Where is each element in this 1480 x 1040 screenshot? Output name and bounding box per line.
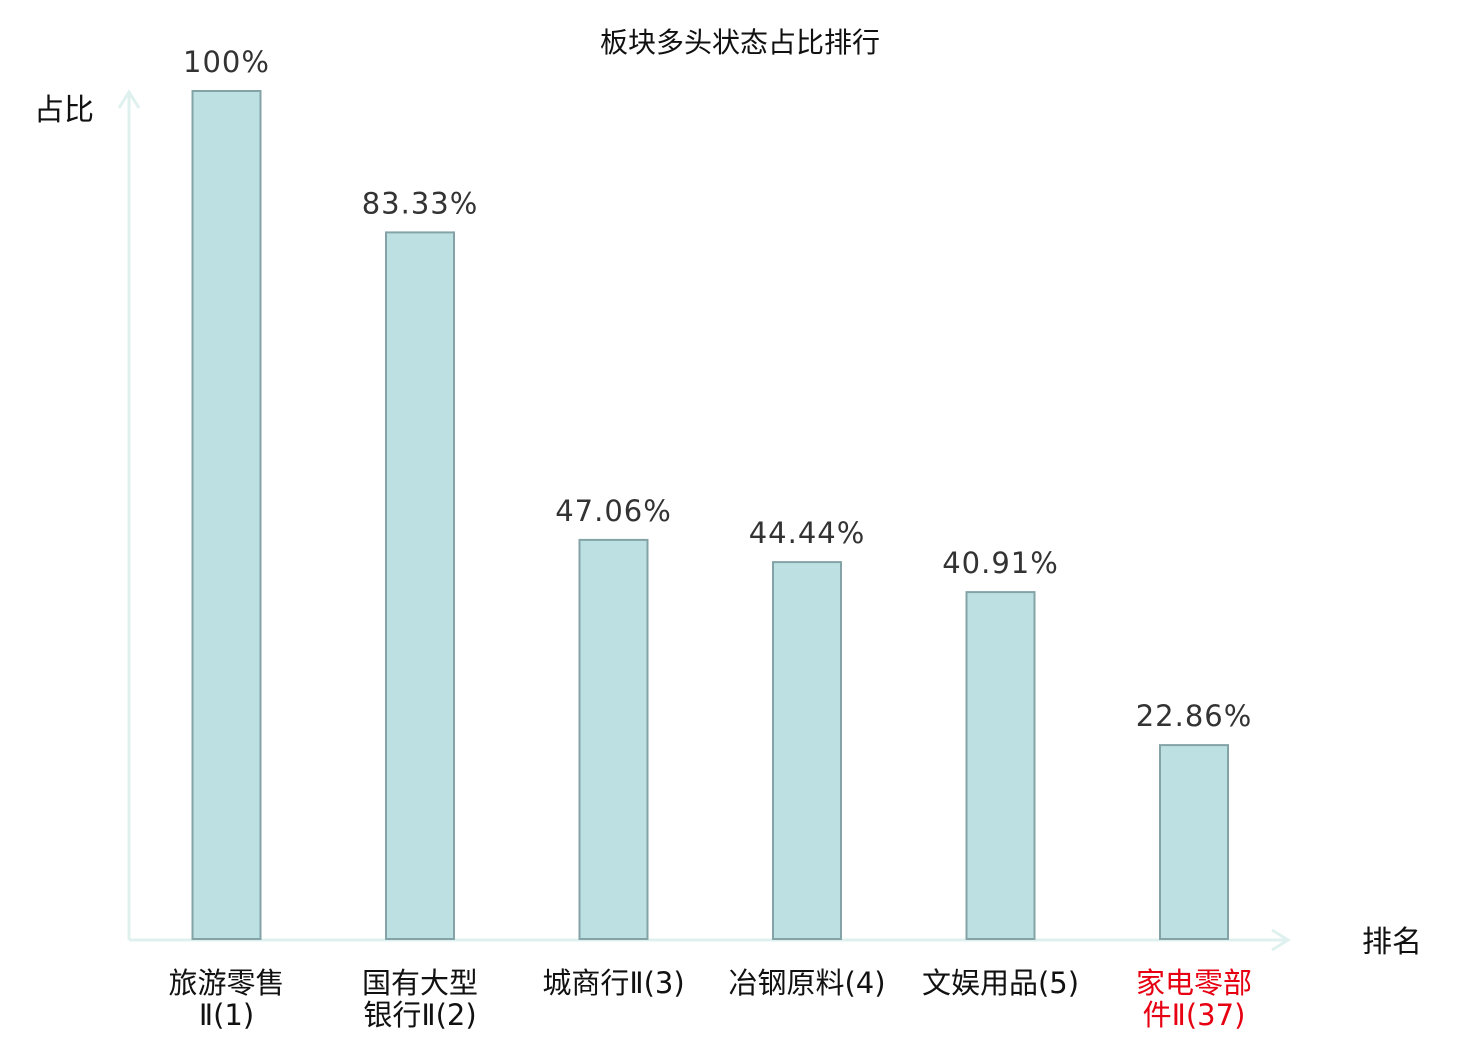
category-label-1-line-1: 旅游零售: [168, 966, 284, 1000]
category-label-1-line-2: Ⅱ(1): [199, 998, 254, 1032]
bar-6: [1159, 744, 1229, 940]
category-label-4-line-1: 冶钢原料(4): [728, 966, 885, 1000]
category-label-2-line-1: 国有大型: [362, 966, 478, 1000]
category-label-6-line-1: 家电零部: [1136, 966, 1252, 1000]
category-label-6-line-2: 件Ⅱ(37): [1143, 998, 1246, 1032]
bars-group: [191, 90, 1229, 941]
x-axis: [129, 928, 1291, 952]
y-axis: [117, 89, 141, 940]
value-label-5: 40.91%: [942, 546, 1059, 580]
bar-5: [965, 591, 1036, 940]
bar-3: [578, 538, 649, 941]
category-label-2-line-2: 银行Ⅱ(2): [363, 998, 476, 1032]
value-label-6: 22.86%: [1136, 699, 1253, 733]
value-label-4: 44.44%: [749, 516, 866, 550]
value-label-2: 83.33%: [362, 186, 479, 220]
bar-2: [385, 231, 455, 940]
category-label-3-line-1: 城商行Ⅱ(3): [542, 966, 684, 1000]
bar-4: [772, 561, 842, 940]
value-label-3: 47.06%: [555, 494, 672, 528]
x-axis-label: 排名: [1362, 925, 1422, 960]
value-labels-group: 100% 83.33% 47.06% 44.44% 40.91% 22.86%: [183, 45, 1253, 733]
y-axis-label: 占比: [34, 93, 94, 128]
chart-title: 板块多头状态占比排行: [600, 26, 880, 59]
category-label-5-line-1: 文娱用品(5): [922, 966, 1079, 1000]
bar-1: [191, 90, 262, 940]
value-label-1: 100%: [183, 45, 270, 79]
